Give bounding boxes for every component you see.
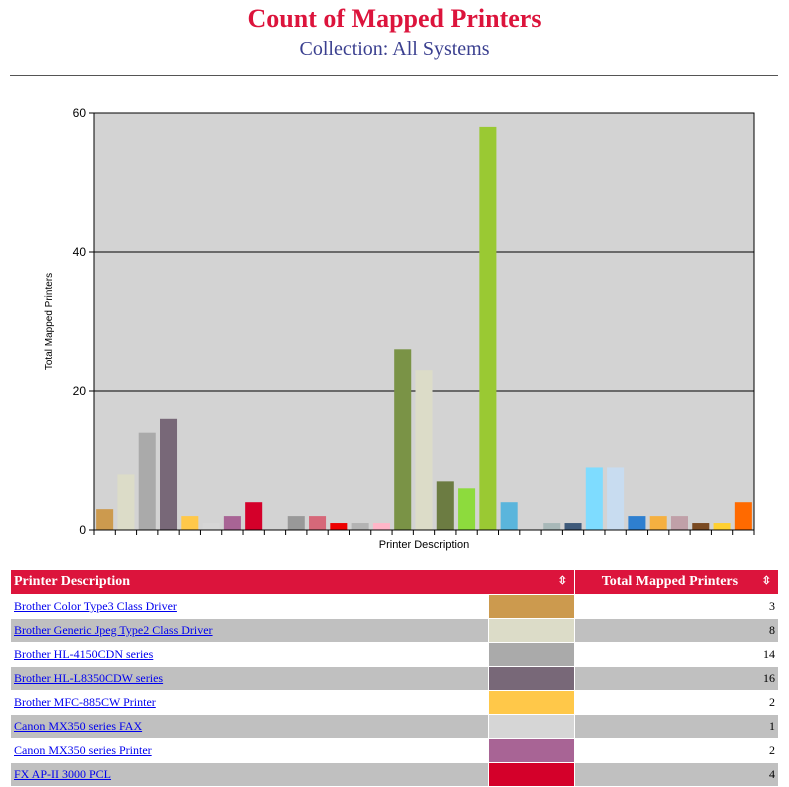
printer-link[interactable]: Brother Generic Jpeg Type2 Class Driver <box>14 623 213 637</box>
bar[interactable] <box>670 516 688 530</box>
bar-chart: 0 20 40 60 Total Mapped Printers Printer De… <box>44 106 755 551</box>
bar[interactable] <box>734 502 752 530</box>
bar[interactable] <box>309 516 327 530</box>
table-row: Brother HL-4150CDN series 14 <box>10 642 779 667</box>
bar[interactable] <box>692 523 710 530</box>
sort-icon[interactable]: ⇳ <box>761 575 771 587</box>
legend-swatch-cell <box>488 690 575 715</box>
page-subtitle: Collection: All Systems <box>299 38 490 60</box>
printer-name-cell: Canon MX350 series FAX <box>10 714 489 739</box>
sort-icon[interactable]: ⇳ <box>557 575 567 587</box>
legend-swatch-cell <box>488 642 575 667</box>
page-title: Count of Mapped Printers <box>247 4 542 33</box>
bar[interactable] <box>607 467 625 530</box>
table-row: Brother Generic Jpeg Type2 Class Driver 8 <box>10 618 779 643</box>
legend-swatch <box>489 691 574 714</box>
total-cell: 2 <box>574 690 779 715</box>
total-cell: 3 <box>574 594 779 619</box>
printer-link[interactable]: Brother HL-L8350CDW series <box>14 671 164 685</box>
bar[interactable] <box>436 481 454 530</box>
bar[interactable] <box>138 432 156 530</box>
y-axis-label: Total Mapped Printers <box>44 273 55 370</box>
y-tick-label: 20 <box>73 384 87 398</box>
total-cell: 16 <box>574 666 779 691</box>
legend-swatch <box>489 643 574 666</box>
printer-name-cell: Canon MX350 series Printer <box>10 738 489 763</box>
bar[interactable] <box>713 523 731 530</box>
printer-link[interactable]: Canon MX350 series FAX <box>14 719 143 733</box>
total-cell: 1 <box>574 714 779 739</box>
bar[interactable] <box>394 349 412 530</box>
total-cell: 14 <box>574 642 779 667</box>
printer-link[interactable]: FX AP-II 3000 PCL <box>14 767 112 781</box>
printer-link[interactable]: Canon MX350 series Printer <box>14 743 152 757</box>
total-cell: 4 <box>574 762 779 787</box>
bar[interactable] <box>543 523 561 530</box>
table-row: Canon MX350 series Printer 2 <box>10 738 779 763</box>
bar[interactable] <box>181 516 199 530</box>
printer-link[interactable]: Brother MFC-885CW Printer <box>14 695 156 709</box>
table-row: FX AP-II 3000 PCL 4 <box>10 762 779 787</box>
bar[interactable] <box>372 523 390 530</box>
legend-swatch-cell <box>488 738 575 763</box>
table-row: Brother Color Type3 Class Driver 3 <box>10 594 779 619</box>
legend-swatch <box>489 595 574 618</box>
legend-swatch-cell <box>488 666 575 691</box>
printer-link[interactable]: Brother HL-4150CDN series <box>14 647 154 661</box>
table-row: Brother HL-L8350CDW series 16 <box>10 666 779 691</box>
y-tick-label: 60 <box>73 106 87 120</box>
total-cell: 8 <box>574 618 779 643</box>
bar[interactable] <box>500 502 518 530</box>
printer-name-cell: FX AP-II 3000 PCL <box>10 762 489 787</box>
bar[interactable] <box>160 418 178 530</box>
column-header-total-mapped-printers[interactable]: Total Mapped Printers ⇳ <box>574 569 779 595</box>
legend-swatch <box>489 739 574 762</box>
column-header-label: Printer Description <box>14 574 130 589</box>
legend-swatch-cell <box>488 762 575 787</box>
bar[interactable] <box>117 474 135 530</box>
legend-swatch-cell <box>488 618 575 643</box>
column-header-label: Total Mapped Printers <box>601 574 739 589</box>
bar[interactable] <box>628 516 646 530</box>
printer-name-cell: Brother Color Type3 Class Driver <box>10 594 489 619</box>
header-divider <box>10 75 778 76</box>
y-tick-label: 0 <box>79 523 86 537</box>
legend-swatch-cell <box>488 714 575 739</box>
bar[interactable] <box>202 523 220 530</box>
legend-swatch <box>489 715 574 738</box>
x-axis-label: Printer Description <box>379 539 469 551</box>
printer-name-cell: Brother MFC-885CW Printer <box>10 690 489 715</box>
bar[interactable] <box>245 502 263 530</box>
printer-name-cell: Brother Generic Jpeg Type2 Class Driver <box>10 618 489 643</box>
bar[interactable] <box>585 467 603 530</box>
legend-swatch <box>489 763 574 786</box>
bar[interactable] <box>351 523 369 530</box>
printer-link[interactable]: Brother Color Type3 Class Driver <box>14 599 177 613</box>
plot-border <box>93 112 755 531</box>
bar[interactable] <box>564 523 582 530</box>
bar[interactable] <box>287 516 305 530</box>
bar[interactable] <box>223 516 241 530</box>
legend-swatch-cell <box>488 594 575 619</box>
table-row: Canon MX350 series FAX 1 <box>10 714 779 739</box>
printer-name-cell: Brother HL-4150CDN series <box>10 642 489 667</box>
total-cell: 2 <box>574 738 779 763</box>
legend-swatch <box>489 619 574 642</box>
bar[interactable] <box>649 516 667 530</box>
legend-swatch <box>489 667 574 690</box>
bar[interactable] <box>458 488 476 530</box>
y-tick-label: 40 <box>73 245 87 259</box>
printer-name-cell: Brother HL-L8350CDW series <box>10 666 489 691</box>
bar[interactable] <box>479 126 497 531</box>
table-row: Brother MFC-885CW Printer 2 <box>10 690 779 715</box>
bar[interactable] <box>330 523 348 530</box>
bar[interactable] <box>415 370 433 530</box>
printer-table: Printer Description ⇳ Total Mapped Print… <box>10 569 779 787</box>
bar[interactable] <box>96 509 114 530</box>
column-header-printer-description[interactable]: Printer Description ⇳ <box>10 569 575 595</box>
